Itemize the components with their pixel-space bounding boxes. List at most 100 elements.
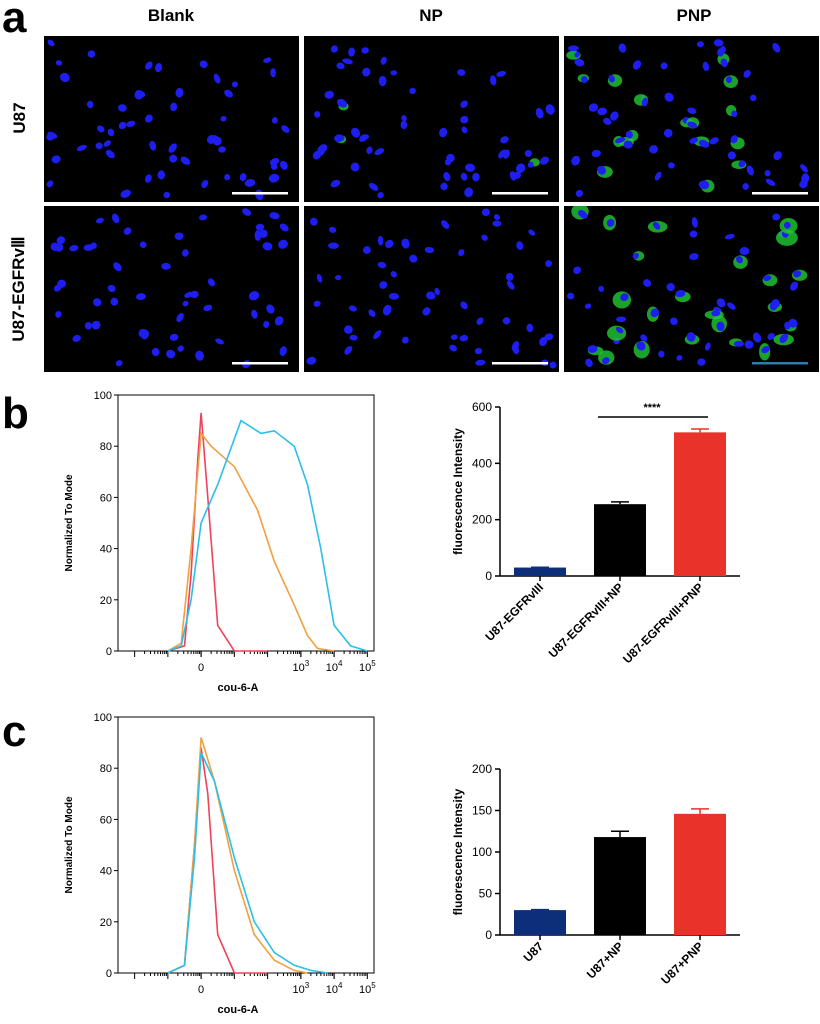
nucleus — [390, 271, 397, 278]
micro-tile-u87-blank — [44, 36, 299, 202]
y-axis-label: fluorescence Intensity — [451, 428, 465, 555]
nucleus — [424, 246, 435, 254]
y-tick-label: 100 — [94, 390, 112, 402]
nucleus — [69, 245, 79, 252]
nucleus — [492, 220, 502, 227]
nucleus — [709, 137, 719, 145]
nucleus — [461, 126, 468, 134]
x-tick-exponent: 4 — [338, 981, 343, 990]
nucleus — [203, 304, 213, 312]
nucleus — [251, 309, 258, 319]
nucleus — [602, 357, 610, 365]
nucleus — [568, 45, 579, 52]
nucleus — [632, 252, 639, 260]
nucleus — [696, 41, 704, 48]
nucleus — [500, 136, 509, 144]
nucleus — [460, 172, 468, 181]
nucleus — [609, 111, 619, 121]
nucleus — [278, 239, 288, 249]
nucleus — [382, 304, 392, 316]
nucleus — [801, 173, 810, 184]
nucleus — [309, 217, 318, 226]
nucleus — [705, 342, 711, 351]
nucleus — [279, 346, 287, 356]
nucleus — [105, 149, 115, 159]
nucleus — [584, 303, 592, 309]
nucleus — [362, 67, 371, 77]
y-tick-label: 80 — [100, 441, 112, 453]
nucleus — [441, 220, 450, 229]
nucleus — [689, 230, 698, 238]
nucleus — [652, 221, 661, 230]
nucleus — [161, 262, 171, 270]
nucleus — [502, 149, 510, 159]
nucleus — [687, 107, 697, 114]
nucleus — [544, 333, 554, 341]
nucleus — [90, 242, 97, 249]
series-line-u87-pnp — [167, 752, 328, 974]
nucleus — [170, 102, 178, 112]
y-tick-label: 80 — [100, 763, 112, 775]
nucleus — [180, 156, 191, 165]
nucleus — [654, 171, 662, 181]
nucleus — [177, 345, 184, 352]
nucleus — [790, 281, 799, 291]
nucleus — [761, 346, 770, 354]
x-tick-label: U87+NP — [584, 939, 626, 981]
nucleus — [334, 134, 345, 142]
nucleus — [502, 317, 511, 325]
x-axis-label: cou-6-A — [218, 1004, 259, 1016]
x-tick-label: 105 — [359, 981, 376, 996]
nucleus — [259, 229, 268, 238]
nucleus — [567, 292, 575, 300]
nucleus — [342, 58, 353, 65]
nucleus — [59, 72, 70, 83]
nucleus — [279, 160, 288, 170]
nucleus — [182, 249, 189, 257]
nucleus — [689, 137, 699, 144]
nucleus — [545, 104, 555, 115]
nucleus — [481, 234, 488, 241]
nucleus — [549, 361, 557, 369]
nucleus — [524, 149, 532, 157]
nucleus — [87, 50, 96, 58]
nucleus — [476, 317, 484, 325]
nucleus — [716, 298, 726, 308]
nucleus — [686, 332, 696, 342]
x-tick-exponent: 3 — [305, 659, 310, 668]
nucleus — [84, 322, 92, 330]
nucleus — [687, 121, 698, 129]
y-tick-label: 60 — [100, 814, 112, 826]
nucleus — [329, 226, 337, 233]
x-tick-exponent: 5 — [371, 981, 376, 990]
nucleus — [426, 291, 436, 300]
x-tick-label: 0 — [198, 984, 204, 996]
y-tick-label: 100 — [472, 845, 492, 859]
nucleus — [195, 350, 204, 361]
nucleus — [51, 155, 61, 164]
nucleus — [772, 42, 781, 53]
nucleus — [720, 58, 728, 68]
nucleus — [800, 164, 809, 173]
nucleus — [154, 62, 163, 73]
nucleus — [577, 209, 588, 219]
nucleus — [314, 111, 321, 118]
y-tick-label: 20 — [100, 917, 112, 929]
scale-bar — [232, 362, 288, 365]
y-tick-label: 400 — [472, 456, 492, 470]
y-tick-label: 100 — [94, 712, 112, 724]
nucleus — [401, 238, 410, 249]
bar-u87 — [514, 910, 566, 935]
nucleus — [623, 140, 633, 149]
nucleus — [126, 120, 136, 128]
nucleus — [641, 97, 649, 107]
nucleus — [733, 340, 745, 347]
nucleus — [698, 139, 710, 148]
panel-letter-a: a — [2, 0, 27, 42]
nucleus — [317, 145, 325, 156]
micro-tile-u87-np — [304, 36, 559, 202]
nucleus — [47, 131, 58, 139]
nucleus — [110, 297, 119, 306]
nucleus — [664, 92, 674, 102]
micro-tile-u87-egfrv--pnp — [564, 206, 819, 372]
